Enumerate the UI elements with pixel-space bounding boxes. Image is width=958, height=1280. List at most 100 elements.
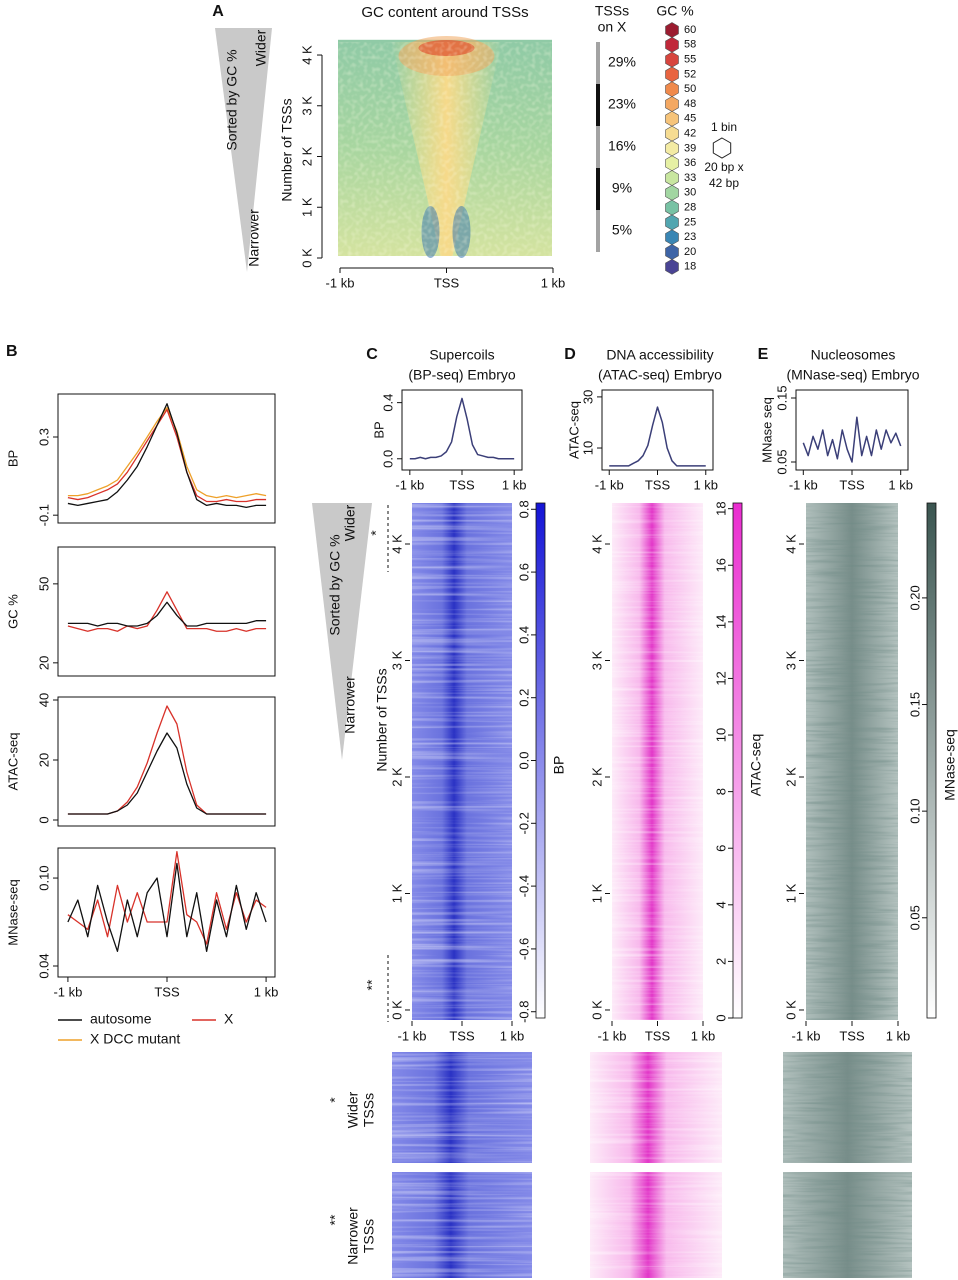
y-axis-label: ATAC-seq	[566, 401, 581, 459]
sort-end: Wider	[253, 29, 269, 66]
sort-wedge	[215, 28, 272, 272]
legend-swatch	[665, 170, 679, 186]
y-tick-label: -0.4	[516, 875, 531, 897]
x-tick-label: TSS	[839, 477, 865, 492]
legend-swatch	[665, 258, 679, 275]
legend-label: 20	[684, 246, 696, 258]
zoom-texture	[392, 1052, 532, 1163]
y-tick-label: 40	[36, 693, 51, 707]
plot-frame	[57, 696, 276, 827]
legend-label: 48	[684, 98, 696, 110]
legend-label: autosome	[90, 1011, 152, 1027]
y-tick-label: 16	[713, 558, 728, 572]
heatmap-texture	[806, 503, 898, 1020]
chart-subtitle: (MNase-seq) Embryo	[786, 367, 919, 383]
chart-title: Supercoils	[429, 347, 494, 363]
side-bar-segment	[596, 84, 600, 126]
y-tick-label: 0 K	[589, 1000, 604, 1020]
y-tick-label: 2 K	[299, 146, 314, 166]
side-bar-title: TSSs	[595, 3, 629, 19]
y-tick-label: 0.20	[907, 585, 922, 610]
y-axis-label: Number of TSSs	[374, 668, 390, 771]
series-line	[67, 851, 267, 945]
y-tick-label: 20	[36, 656, 51, 670]
x-tick-label: TSS	[449, 1028, 475, 1043]
legend-label: 25	[684, 216, 696, 228]
x-tick-label: TSS	[645, 477, 671, 492]
legend-swatch	[665, 81, 679, 98]
legend-label: 52	[684, 68, 696, 80]
series-line	[67, 591, 267, 632]
x-tick-label: 1 kb	[502, 477, 527, 492]
x-tick-label: 1 kb	[254, 984, 279, 999]
legend-swatch	[665, 36, 679, 53]
legend-label: 28	[684, 202, 696, 214]
legend-title: GC %	[656, 3, 693, 19]
chart-subtitle: (ATAC-seq) Embryo	[598, 367, 722, 383]
y-tick-label: -0.2	[516, 812, 531, 834]
x-tick-label: -1 kb	[792, 1028, 821, 1043]
legend-swatch	[665, 244, 679, 260]
panel-letter: B	[6, 343, 18, 360]
legend-swatch	[665, 125, 679, 142]
x-tick-label: TSS	[434, 275, 460, 290]
legend-swatch	[665, 22, 679, 38]
panel-letter: E	[758, 346, 769, 363]
y-tick-label: 3 K	[589, 650, 604, 670]
x-tick-label: -1 kb	[395, 477, 424, 492]
plot-frame	[57, 393, 276, 524]
x-tick-label: 1 kb	[691, 1028, 716, 1043]
side-bar-segment	[596, 168, 600, 210]
y-tick-label: 0 K	[389, 1000, 404, 1020]
heatmap-texture	[412, 503, 512, 1020]
colorbar-label: MNase-seq	[942, 729, 958, 801]
y-tick-label: 0.05	[774, 449, 789, 474]
legend-swatch	[665, 96, 679, 112]
y-tick-label: 1 K	[299, 197, 314, 217]
plot-frame	[601, 389, 714, 471]
y-tick-label: 0.15	[774, 385, 789, 410]
panel-letter: D	[564, 346, 576, 363]
legend-label: 60	[684, 24, 696, 36]
y-tick-label: 50	[36, 577, 51, 591]
zoom-marker: *	[327, 1097, 343, 1103]
y-tick-label: 4 K	[389, 534, 404, 554]
y-tick-label: 0.05	[907, 905, 922, 930]
legend-label: 58	[684, 39, 696, 51]
legend-swatch	[665, 155, 679, 172]
y-tick-label: 18	[713, 501, 728, 515]
profile-line	[409, 397, 515, 460]
x-tick-label: -1 kb	[789, 477, 818, 492]
legend-label: 36	[684, 157, 696, 169]
x-tick-label: -1 kb	[398, 1028, 427, 1043]
y-tick-label: 1 K	[389, 883, 404, 903]
y-tick-label: 2 K	[389, 767, 404, 787]
colorbar	[535, 502, 546, 1019]
y-tick-label: 2	[713, 958, 728, 965]
x-tick-label: TSS	[449, 477, 475, 492]
series-line	[67, 862, 267, 952]
zoom-label: TSSs	[361, 1219, 377, 1253]
legend-label: 39	[684, 142, 696, 154]
sort-label: Sorted by GC %	[224, 49, 240, 150]
zoom-texture	[590, 1172, 722, 1278]
series-line	[67, 403, 267, 509]
colorbar-label: BP	[551, 756, 567, 775]
y-tick-label: 0.4	[380, 394, 395, 412]
y-axis-label: BP	[371, 421, 386, 438]
zoom-label: Narrower	[345, 1207, 361, 1265]
y-tick-label: 3 K	[389, 650, 404, 670]
zoom-label: Wider	[345, 1091, 361, 1128]
y-tick-label: 0.10	[907, 798, 922, 823]
sort-end: Narrower	[246, 209, 262, 267]
y-tick-label: -0.1	[36, 504, 51, 526]
y-axis-label: MNase seq	[759, 397, 774, 463]
sort-label: Sorted by GC %	[327, 534, 343, 635]
y-axis-label: MNase-seq	[5, 879, 20, 945]
y-tick-label: 2 K	[589, 767, 604, 787]
y-tick-label: 0 K	[299, 248, 314, 268]
legend-label: 33	[684, 172, 696, 184]
y-tick-label: 10	[713, 728, 728, 742]
y-tick-label: 0.4	[516, 626, 531, 644]
